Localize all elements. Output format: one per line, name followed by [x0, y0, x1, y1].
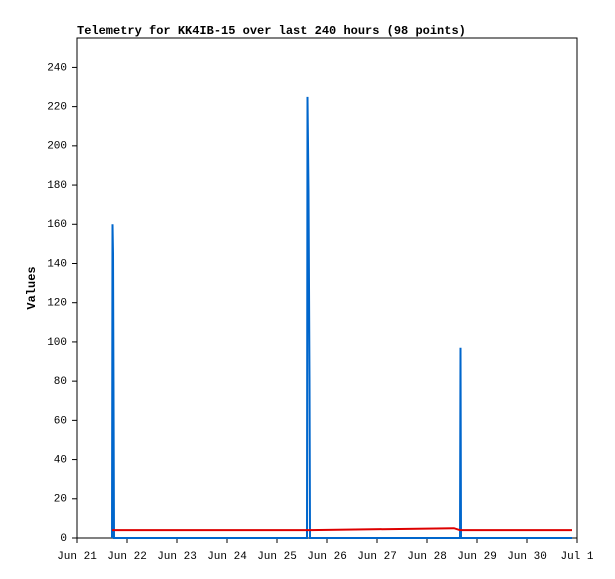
y-tick-label: 100: [47, 337, 67, 349]
y-tick-label: 160: [47, 219, 67, 231]
chart-title: Telemetry for KK4IB-15 over last 240 hou…: [77, 24, 466, 38]
y-tick-label: 60: [54, 415, 67, 427]
y-axis-label: Values: [25, 266, 39, 309]
x-tick-label: Jul 1: [560, 551, 593, 563]
x-tick-label: Jun 30: [507, 551, 547, 563]
x-tick-label: Jun 21: [57, 551, 97, 563]
x-tick-label: Jun 22: [107, 551, 147, 563]
x-tick-label: Jun 26: [307, 551, 347, 563]
y-tick-label: 80: [54, 376, 67, 388]
y-tick-label: 240: [47, 62, 67, 74]
y-tick-label: 220: [47, 102, 67, 114]
x-tick-label: Jun 23: [157, 551, 197, 563]
x-tick-label: Jun 27: [357, 551, 397, 563]
y-tick-label: 0: [60, 533, 67, 545]
y-tick-label: 20: [54, 494, 67, 506]
y-tick-label: 40: [54, 454, 67, 466]
x-tick-label: Jun 24: [207, 551, 247, 563]
series-line: [111, 96, 572, 539]
y-tick-label: 120: [47, 298, 67, 310]
y-tick-label: 140: [47, 258, 67, 270]
plot-frame: [76, 37, 578, 539]
x-tick-label: Jun 28: [407, 551, 447, 563]
y-tick-label: 200: [47, 141, 67, 153]
y-tick-label: 180: [47, 180, 67, 192]
series-line: [112, 527, 572, 532]
x-tick-label: Jun 25: [257, 551, 297, 563]
x-tick-label: Jun 29: [457, 551, 497, 563]
